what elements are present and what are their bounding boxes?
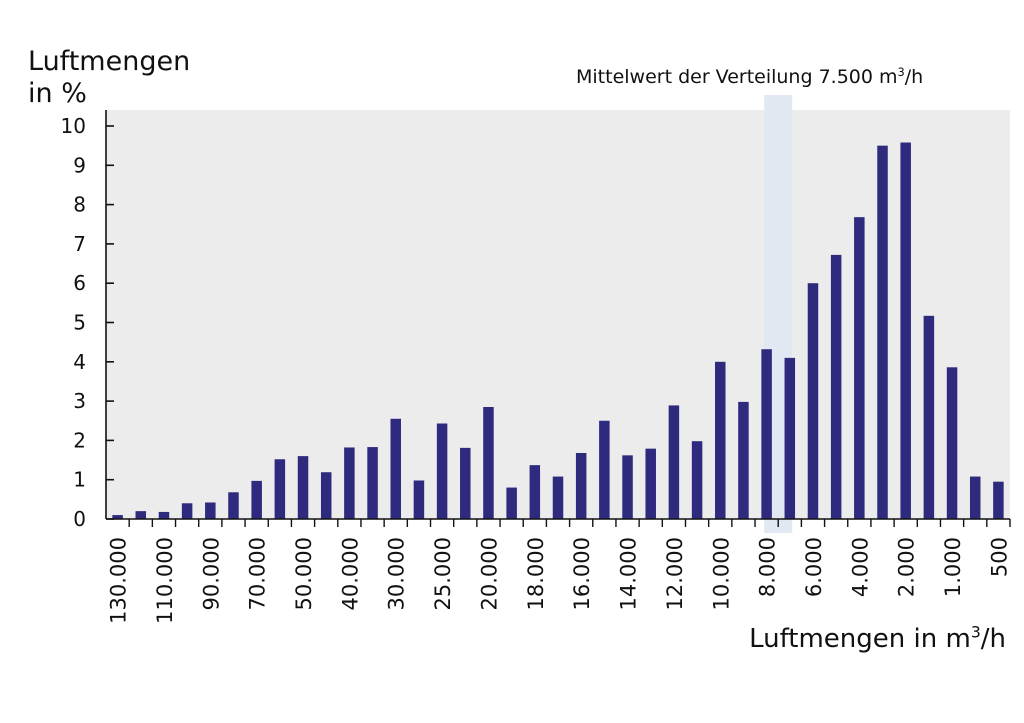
bar [367,447,378,519]
bar [784,357,796,519]
y-ticks-group: 0 1 2 3 4 5 6 7 8 9 10 [61,114,114,531]
bar [460,447,471,519]
bar [483,407,494,519]
y-axis-title: Luftmengen in % [28,46,198,110]
y-tick-label: 0 [73,507,86,531]
y-tick-label: 2 [73,428,86,452]
bar [344,447,355,519]
x-tick-label: 40.000 [338,537,362,610]
y-tick-label: 10 [61,114,86,138]
axes-group [105,110,1010,520]
x-tick-label: 14.000 [617,537,641,610]
bar [900,142,911,519]
x-tick-label: 20.000 [478,537,502,610]
x-tick-label: 25.000 [431,537,455,610]
bar [715,361,726,519]
y-tick-label: 5 [73,311,86,335]
x-tick-label: 12.000 [663,537,687,610]
y-tick-label: 8 [73,193,86,217]
bar [529,465,541,519]
bar [969,476,981,519]
mean-annotation-suffix: /h [904,66,924,88]
bar [228,492,239,519]
x-tick-label: 16.000 [570,537,594,610]
x-ticks-group: 130.000 110.000 90.000 70.000 50.000 40.000 30… [107,519,1011,624]
y-tick-label: 7 [73,232,86,256]
bar [135,511,147,519]
bar [993,481,1004,519]
bar [622,455,633,519]
bar [181,503,193,519]
x-tick-label: 1.000 [941,537,965,597]
bar [830,254,842,519]
y-tick-label: 6 [73,271,86,295]
bar [877,145,888,519]
x-tick-label: 18.000 [524,537,548,610]
bar [738,401,749,519]
bar [552,476,564,519]
bar [506,487,517,519]
y-tick-label: 4 [73,350,86,374]
plot-background [106,110,1010,519]
bar [923,315,935,519]
bar [436,423,448,519]
bar [807,283,819,519]
bar [946,367,958,519]
mean-annotation-text: Mittelwert der Verteilung 7.500 m [576,66,898,88]
x-tick-label: 70.000 [246,537,270,610]
y-tick-label: 9 [73,153,86,177]
bar [599,420,610,519]
bar [761,349,772,519]
x-tick-label: 8.000 [756,537,780,597]
x-axis-title-suffix: /h [980,624,1006,654]
bar [251,480,262,519]
x-tick-label: 90.000 [199,537,223,610]
x-tick-label: 4.000 [848,537,872,597]
bar [854,217,865,519]
mean-annotation: Mittelwert der Verteilung 7.500 m3/h [576,66,923,88]
bar [691,441,703,519]
x-axis-title-text: Luftmengen in m [749,624,971,654]
x-tick-label: 130.000 [107,537,131,624]
bar [575,452,587,519]
bars-group [112,142,1004,519]
bar [205,502,216,519]
x-tick-label: 500 [987,537,1011,577]
bar [112,515,123,519]
bar [158,511,170,519]
x-tick-label: 10.000 [709,537,733,610]
mean-annotation-sup: 3 [897,65,905,80]
bar [668,405,680,519]
bar [297,456,309,519]
bar [413,480,425,519]
x-tick-label: 30.000 [385,537,409,610]
x-tick-label: 50.000 [292,537,316,610]
x-tick-label: 6.000 [802,537,826,597]
bar [390,418,401,519]
x-axis-title: Luftmengen in m3/h [749,624,1006,654]
bar [320,472,332,519]
y-tick-label: 1 [73,468,86,492]
x-tick-label: 110.000 [153,537,177,624]
bar [274,459,286,519]
y-axis-title-text: Luftmengen in % [28,46,191,109]
bar [645,448,656,519]
x-axis-title-sup: 3 [970,623,981,642]
x-tick-label: 2.000 [895,537,919,597]
y-tick-label: 3 [73,389,86,413]
